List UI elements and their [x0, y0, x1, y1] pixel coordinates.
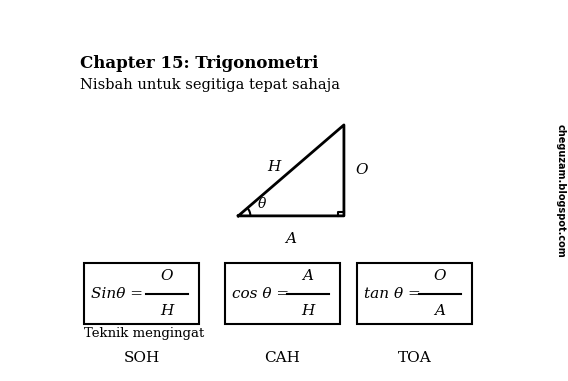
Text: Chapter 15: Trigonometri: Chapter 15: Trigonometri	[80, 54, 318, 72]
Text: O: O	[355, 163, 367, 178]
Text: Sinθ =: Sinθ =	[91, 287, 143, 301]
Bar	[225, 263, 340, 325]
Bar	[84, 263, 199, 325]
Text: H: H	[301, 304, 314, 318]
Text: A: A	[286, 232, 296, 246]
Text: cos θ =: cos θ =	[232, 287, 289, 301]
Text: CAH: CAH	[264, 351, 300, 365]
Text: O: O	[161, 269, 173, 283]
Text: Teknik mengingat: Teknik mengingat	[84, 327, 204, 340]
Text: TOA: TOA	[398, 351, 431, 365]
Text: A: A	[434, 304, 445, 318]
Text: Nisbah untuk segitiga tepat sahaja: Nisbah untuk segitiga tepat sahaja	[80, 78, 340, 92]
Text: SOH: SOH	[123, 351, 160, 365]
Bar	[357, 263, 471, 325]
Text: O: O	[433, 269, 446, 283]
Text: θ: θ	[258, 197, 266, 211]
Text: tan θ =: tan θ =	[364, 287, 420, 301]
Text: A: A	[302, 269, 313, 283]
Text: cheguzam.blogspot.com: cheguzam.blogspot.com	[555, 123, 565, 258]
Text: H: H	[267, 160, 280, 174]
Text: H: H	[160, 304, 173, 318]
